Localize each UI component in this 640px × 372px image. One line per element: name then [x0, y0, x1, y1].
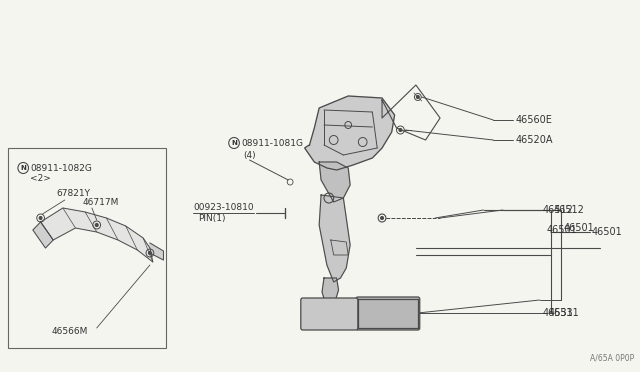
Text: 46560E: 46560E: [515, 115, 552, 125]
Text: 46512: 46512: [553, 205, 584, 215]
Circle shape: [148, 251, 152, 254]
Text: 46531: 46531: [543, 308, 573, 318]
FancyBboxPatch shape: [356, 297, 420, 330]
Text: 08911-1082G: 08911-1082G: [30, 164, 92, 173]
Text: 46501: 46501: [592, 227, 623, 237]
Text: PIN(1): PIN(1): [198, 214, 226, 222]
Text: 46512: 46512: [543, 205, 573, 215]
Text: 46531: 46531: [548, 308, 579, 318]
Text: 67821Y: 67821Y: [56, 189, 90, 198]
Text: 46501: 46501: [564, 223, 595, 233]
Polygon shape: [40, 208, 153, 262]
Text: (4): (4): [244, 151, 257, 160]
Polygon shape: [305, 96, 395, 170]
FancyBboxPatch shape: [301, 298, 358, 330]
Circle shape: [399, 128, 402, 131]
Text: 46566M: 46566M: [51, 327, 88, 337]
Text: 46501: 46501: [547, 225, 577, 235]
Text: 46520A: 46520A: [515, 135, 553, 145]
Polygon shape: [319, 195, 350, 282]
Polygon shape: [358, 299, 418, 328]
Text: 46717M: 46717M: [82, 198, 118, 206]
Circle shape: [417, 96, 419, 99]
Polygon shape: [33, 222, 53, 248]
Text: N: N: [20, 165, 26, 171]
Text: <2>: <2>: [30, 173, 51, 183]
Text: N: N: [231, 140, 237, 146]
Circle shape: [39, 217, 42, 219]
Text: 00923-10810: 00923-10810: [193, 202, 254, 212]
Polygon shape: [150, 243, 163, 260]
Text: A/65A 0P0P: A/65A 0P0P: [590, 353, 634, 362]
Polygon shape: [319, 162, 350, 202]
Text: 08911-1081G: 08911-1081G: [242, 138, 304, 148]
Circle shape: [381, 217, 383, 219]
Bar: [8, 148, 166, 348]
Circle shape: [95, 224, 98, 227]
Polygon shape: [322, 278, 339, 308]
